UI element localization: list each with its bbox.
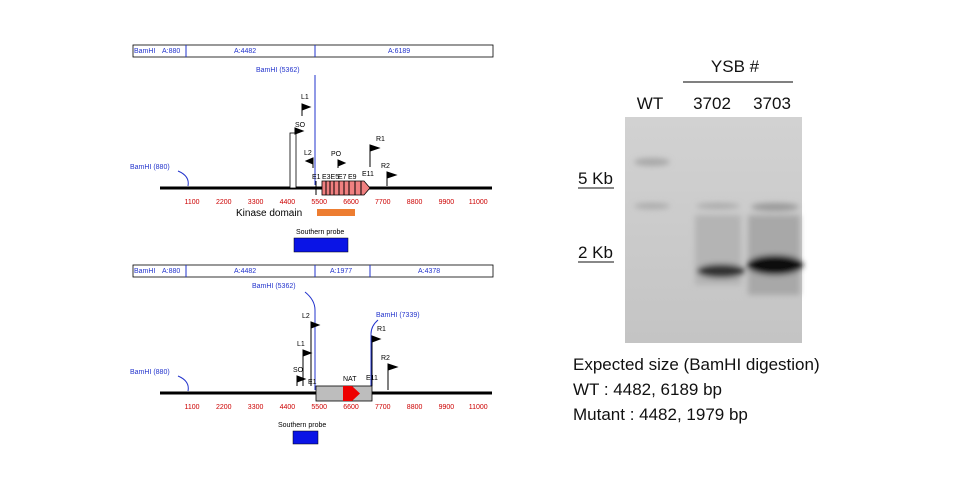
primer-label: R2 [381, 163, 390, 170]
scale-label: 3300 [248, 199, 264, 206]
lane-label: 3703 [753, 94, 791, 113]
primer-label: L1 [301, 94, 309, 101]
site-line [370, 319, 379, 390]
site-line [304, 291, 316, 390]
scale-label: 8800 [407, 199, 423, 206]
caption-line: Expected size (BamHI digestion) [573, 355, 820, 374]
exon-stripes [315, 181, 362, 195]
scale-label: 5500 [311, 404, 327, 411]
lane-label: WT [637, 94, 663, 113]
scale-label: 9900 [439, 404, 455, 411]
scale-label: 8800 [407, 404, 423, 411]
fragment-label: A:880 [162, 48, 180, 55]
exon-label: E3E5 [322, 174, 339, 181]
fragment-label: A:4378 [418, 268, 440, 275]
fragment-label: A:4482 [234, 268, 256, 275]
gene-body [321, 180, 371, 196]
exon-label: E1 [308, 379, 317, 386]
mutant-map: BamHI A:880 A:4482 A:1977 A:4378 BamHI (… [130, 264, 494, 445]
scale-label: 3300 [248, 404, 264, 411]
site-line [177, 170, 189, 187]
fragment-bar [132, 264, 494, 278]
fragment-label: A:880 [162, 268, 180, 275]
probe-label: Southern probe [296, 229, 344, 236]
scale-label: 6600 [343, 199, 359, 206]
primer-label: PO [331, 151, 342, 158]
scale-label: 6600 [343, 404, 359, 411]
fragment-label: A:4482 [234, 48, 256, 55]
site-label: BamHI (5362) [256, 67, 300, 74]
exon-label: E7 [338, 174, 347, 181]
scale-label: 2200 [216, 199, 232, 206]
probe [292, 430, 319, 445]
caption-line: WT : 4482, 6189 bp [573, 380, 722, 399]
site-label: BamHI (880) [130, 164, 170, 171]
scale: 1100 2200 3300 4400 5500 6600 7700 8800 9900 1100… [184, 404, 487, 411]
fragment-label: A:6189 [388, 48, 410, 55]
scale-label: 2200 [216, 404, 232, 411]
caption-line: Mutant : 4482, 1979 bp [573, 405, 748, 424]
fragment-bar [132, 44, 494, 58]
nat-arrow [343, 386, 360, 401]
size-label: 5 Kb [578, 169, 613, 188]
primers [296, 321, 399, 390]
site-label: BamHI (880) [130, 369, 170, 376]
bands [634, 158, 803, 295]
scale-label: 9900 [439, 199, 455, 206]
exon-label: E11 [366, 375, 378, 382]
scale-label: 7700 [375, 404, 391, 411]
primers [294, 103, 398, 186]
probe-label: Southern probe [278, 422, 326, 429]
scale-label: 11000 [469, 199, 488, 206]
so-box [289, 132, 297, 189]
scale-label: 7700 [375, 199, 391, 206]
group-label: YSB # [711, 57, 760, 76]
primer-label: R1 [377, 326, 386, 333]
scale-label: 1100 [184, 404, 199, 411]
scale-label: 11000 [469, 404, 488, 411]
primer-label: SO [293, 367, 304, 374]
kinase-domain [317, 209, 355, 216]
primer-label: R2 [381, 355, 390, 362]
primer-label: L2 [304, 150, 312, 157]
fragment-label: BamHI [134, 268, 155, 275]
primer-label: R1 [376, 136, 385, 143]
fragment-label: BamHI [134, 48, 155, 55]
scale-label: 1100 [184, 199, 199, 206]
primer-label: SO [295, 122, 306, 129]
exon-label: E11 [362, 171, 374, 178]
southern-blot: YSB # WT 3702 3703 5 Kb 2 Kb Expected si… [573, 57, 820, 424]
site-line [177, 375, 189, 392]
wt-map: BamHI A:880 A:4482 A:6189 BamHI (5362) B… [130, 44, 494, 253]
exon-label: E9 [348, 174, 357, 181]
scale-label: 5500 [311, 199, 327, 206]
scale-label: 4400 [280, 199, 296, 206]
site-label: BamHI (7339) [376, 312, 420, 319]
marker-label: NAT [343, 376, 357, 383]
probe [293, 237, 349, 253]
size-label: 2 Kb [578, 243, 613, 262]
scale-label: 4400 [280, 404, 296, 411]
exon-label: E1 [312, 174, 321, 181]
scale: 1100 2200 3300 4400 5500 6600 7700 8800 9900 1100… [184, 199, 487, 206]
fragment-label: A:1977 [330, 268, 352, 275]
primer-label: L1 [297, 341, 305, 348]
site-label: BamHI (5362) [252, 283, 296, 290]
lane-label: 3702 [693, 94, 731, 113]
primer-label: L2 [302, 313, 310, 320]
domain-label: Kinase domain [236, 208, 302, 219]
